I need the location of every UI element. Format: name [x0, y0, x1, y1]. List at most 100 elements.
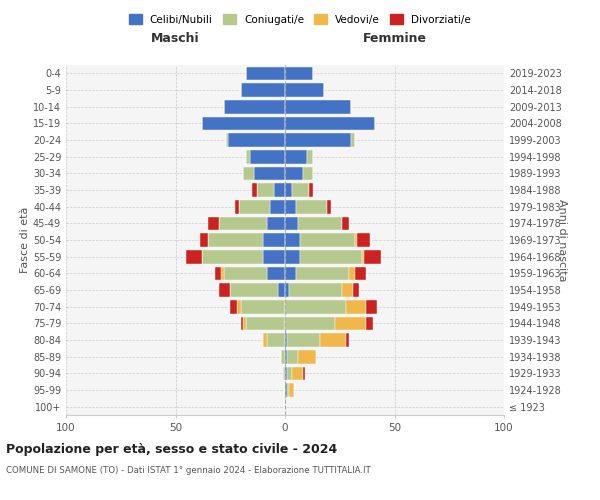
Bar	[346, 333, 349, 347]
Bar	[285, 183, 292, 197]
Bar	[252, 183, 257, 197]
Bar	[292, 183, 309, 197]
Bar	[285, 350, 287, 364]
Bar	[342, 283, 353, 297]
Bar	[241, 300, 285, 314]
Bar	[245, 150, 250, 164]
Text: Popolazione per età, sesso e stato civile - 2024: Popolazione per età, sesso e stato civil…	[6, 442, 337, 456]
Bar	[202, 116, 285, 130]
Bar	[285, 66, 313, 80]
Bar	[281, 350, 285, 364]
Bar	[301, 250, 362, 264]
Bar	[326, 200, 331, 213]
Bar	[244, 316, 245, 330]
Y-axis label: Fasce di età: Fasce di età	[20, 207, 30, 273]
Bar	[296, 266, 349, 280]
Bar	[285, 233, 301, 247]
Bar	[245, 66, 285, 80]
Bar	[302, 366, 305, 380]
Bar	[285, 316, 335, 330]
Bar	[285, 116, 375, 130]
Bar	[355, 233, 357, 247]
Bar	[320, 333, 346, 347]
Bar	[228, 133, 285, 147]
Bar	[220, 216, 268, 230]
Bar	[289, 283, 342, 297]
Bar	[296, 200, 326, 213]
Bar	[224, 100, 285, 114]
Bar	[269, 200, 285, 213]
Bar	[263, 250, 285, 264]
Bar	[263, 333, 268, 347]
Text: COMUNE DI SAMONE (TO) - Dati ISTAT 1° gennaio 2024 - Elaborazione TUTTITALIA.IT: COMUNE DI SAMONE (TO) - Dati ISTAT 1° ge…	[6, 466, 371, 475]
Bar	[202, 250, 263, 264]
Bar	[285, 83, 325, 97]
Bar	[298, 350, 316, 364]
Bar	[285, 333, 287, 347]
Bar	[353, 283, 359, 297]
Bar	[241, 83, 285, 97]
Bar	[287, 366, 292, 380]
Bar	[230, 283, 278, 297]
Bar	[285, 366, 287, 380]
Bar	[268, 266, 285, 280]
Bar	[241, 316, 244, 330]
Bar	[292, 366, 302, 380]
Bar	[220, 283, 230, 297]
Bar	[239, 200, 269, 213]
Bar	[302, 166, 313, 180]
Bar	[208, 233, 263, 247]
Bar	[278, 283, 285, 297]
Bar	[298, 216, 342, 230]
Bar	[346, 300, 366, 314]
Bar	[244, 166, 254, 180]
Bar	[268, 216, 285, 230]
Bar	[208, 216, 220, 230]
Bar	[274, 183, 285, 197]
Bar	[224, 266, 268, 280]
Bar	[230, 300, 237, 314]
Bar	[362, 250, 364, 264]
Bar	[283, 366, 285, 380]
Bar	[366, 300, 377, 314]
Bar	[187, 250, 202, 264]
Bar	[285, 166, 302, 180]
Bar	[285, 283, 289, 297]
Bar	[285, 100, 351, 114]
Bar	[245, 316, 285, 330]
Bar	[335, 316, 366, 330]
Bar	[235, 200, 239, 213]
Bar	[307, 150, 313, 164]
Bar	[285, 200, 296, 213]
Bar	[351, 133, 355, 147]
Bar	[257, 183, 274, 197]
Bar	[342, 216, 349, 230]
Bar	[366, 316, 373, 330]
Bar	[289, 383, 294, 397]
Bar	[301, 233, 355, 247]
Y-axis label: Anni di nascita: Anni di nascita	[557, 198, 567, 281]
Bar	[268, 333, 285, 347]
Bar	[285, 133, 351, 147]
Bar	[285, 150, 307, 164]
Bar	[287, 383, 289, 397]
Text: Maschi: Maschi	[151, 32, 200, 45]
Bar	[285, 250, 301, 264]
Bar	[263, 233, 285, 247]
Bar	[285, 266, 296, 280]
Text: Femmine: Femmine	[362, 32, 427, 45]
Legend: Celibi/Nubili, Coniugati/e, Vedovi/e, Divorziati/e: Celibi/Nubili, Coniugati/e, Vedovi/e, Di…	[125, 10, 475, 29]
Bar	[221, 266, 224, 280]
Bar	[226, 133, 228, 147]
Bar	[287, 350, 298, 364]
Bar	[285, 383, 287, 397]
Bar	[237, 300, 241, 314]
Bar	[287, 333, 320, 347]
Bar	[254, 166, 285, 180]
Bar	[364, 250, 382, 264]
Bar	[250, 150, 285, 164]
Bar	[349, 266, 355, 280]
Bar	[200, 233, 208, 247]
Bar	[309, 183, 313, 197]
Bar	[357, 233, 370, 247]
